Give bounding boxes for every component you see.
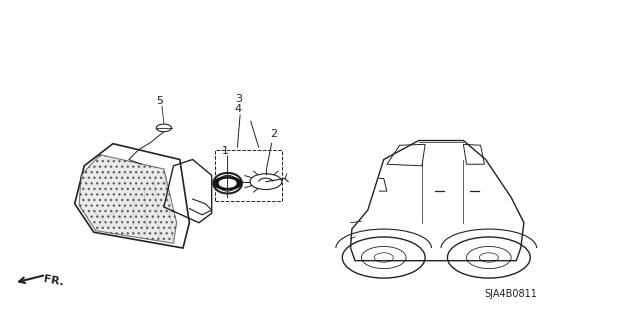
Polygon shape bbox=[79, 155, 177, 243]
Wedge shape bbox=[213, 176, 242, 190]
Bar bbox=[215, 150, 282, 201]
Text: 3: 3 bbox=[235, 94, 242, 104]
Text: 5: 5 bbox=[156, 96, 163, 106]
Text: 2: 2 bbox=[271, 129, 278, 139]
Text: 1: 1 bbox=[222, 146, 229, 156]
Text: 4: 4 bbox=[235, 104, 242, 114]
Text: SJA4B0811: SJA4B0811 bbox=[484, 289, 538, 299]
Text: FR.: FR. bbox=[43, 275, 65, 288]
